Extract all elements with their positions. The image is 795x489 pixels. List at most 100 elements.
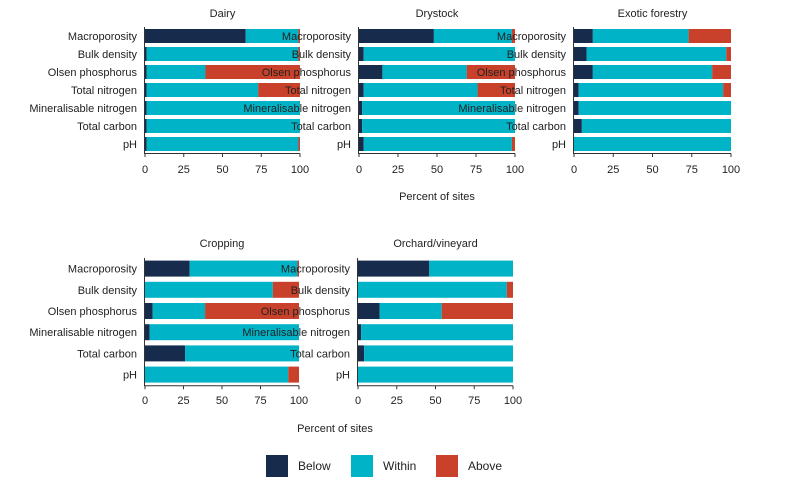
bar-within	[245, 29, 299, 43]
x-tick-label: 75	[255, 164, 267, 176]
bar-within	[146, 65, 206, 79]
bar-above	[712, 65, 731, 79]
bar-below	[358, 303, 380, 319]
category-label: Macroporosity	[281, 264, 351, 276]
x-tick-label: 100	[506, 164, 524, 176]
category-label: pH	[337, 139, 351, 151]
bar-within	[364, 345, 513, 362]
x-tick-label: 50	[216, 395, 228, 407]
category-label: Bulk density	[292, 49, 352, 61]
bar-above	[258, 83, 300, 97]
category-label: Total carbon	[77, 348, 137, 360]
bar-within	[382, 65, 467, 79]
panel-title: Exotic forestry	[618, 8, 688, 20]
bar-within	[145, 366, 289, 383]
bar-within	[146, 47, 299, 61]
x-tick-label: 100	[504, 395, 522, 407]
bar-above	[298, 137, 300, 151]
category-label: Total nitrogen	[500, 85, 566, 97]
bar-below	[359, 83, 364, 97]
x-tick-label: 75	[468, 395, 480, 407]
bar-within	[358, 281, 507, 298]
bar-below	[145, 47, 147, 61]
x-tick-label: 100	[722, 164, 740, 176]
bar-below	[574, 65, 593, 79]
bar-within	[429, 260, 513, 277]
category-label: Olsen phosphorus	[477, 67, 567, 79]
bar-within	[358, 366, 513, 383]
bar-below	[358, 260, 430, 277]
category-label: Total carbon	[506, 121, 566, 133]
category-label: Olsen phosphorus	[261, 306, 351, 318]
x-tick-label: 75	[686, 164, 698, 176]
bar-below	[145, 137, 147, 151]
bar-above	[441, 303, 513, 319]
bar-within	[146, 137, 299, 151]
bar-within	[146, 83, 259, 97]
bar-below	[358, 324, 362, 341]
legend-label-below: Below	[298, 459, 331, 473]
bar-within	[578, 83, 724, 97]
bar-above	[511, 137, 515, 151]
bar-within	[189, 260, 298, 277]
x-tick-label: 0	[142, 395, 148, 407]
category-label: Macroporosity	[497, 31, 567, 43]
x-tick-label: 25	[392, 164, 404, 176]
bar-below	[359, 29, 434, 43]
bar-within	[145, 281, 273, 298]
bar-below	[359, 47, 364, 61]
x-tick-label: 50	[216, 164, 228, 176]
bar-within	[185, 345, 299, 362]
panel-title: Drystock	[416, 8, 459, 20]
panel-title: Orchard/vineyard	[393, 238, 477, 250]
bar-within	[379, 303, 442, 319]
panel-title: Dairy	[210, 8, 236, 20]
x-tick-label: 25	[607, 164, 619, 176]
x-tick-label: 0	[142, 164, 148, 176]
bar-below	[574, 101, 579, 115]
legend-item-below: Below	[266, 453, 331, 479]
panel-cropping: Cropping Macroporosity Bulk density Olsen p…	[29, 238, 373, 435]
bar-within	[586, 47, 727, 61]
legend-swatch-above	[436, 455, 458, 477]
bar-below	[145, 119, 147, 133]
bar-within	[592, 65, 713, 79]
bar-within	[362, 119, 515, 133]
bar-below	[574, 119, 582, 133]
x-tick-label: 75	[470, 164, 482, 176]
bar-below	[145, 65, 147, 79]
bar-above	[688, 29, 731, 43]
x-tick-label: 25	[177, 395, 189, 407]
bar-above	[723, 83, 731, 97]
bar-above	[298, 47, 300, 61]
bar-below	[145, 260, 190, 277]
bar-below	[359, 101, 363, 115]
category-label: Mineralisable nitrogen	[29, 103, 137, 115]
panel-dairy: Dairy Macroporosity Bulk density Olsen phos…	[29, 8, 475, 203]
x-tick-label: 50	[431, 164, 443, 176]
x-tick-label: 0	[356, 164, 362, 176]
bar-within	[581, 119, 731, 133]
category-label: Total nitrogen	[285, 85, 351, 97]
bar-within	[433, 29, 512, 43]
bar-within	[363, 137, 512, 151]
legend-label-within: Within	[383, 459, 417, 473]
category-label: pH	[552, 139, 566, 151]
bar-above	[205, 65, 300, 79]
x-tick-label: 25	[391, 395, 403, 407]
category-label: Olsen phosphorus	[48, 67, 138, 79]
bar-above	[298, 29, 300, 43]
category-label: Total carbon	[291, 121, 351, 133]
bar-above	[477, 83, 515, 97]
bar-within	[574, 137, 731, 151]
category-label: Macroporosity	[68, 31, 138, 43]
bar-below	[145, 101, 147, 115]
bar-above	[466, 65, 515, 79]
x-tick-label: 0	[571, 164, 577, 176]
category-label: Mineralisable nitrogen	[243, 103, 351, 115]
bar-below	[574, 29, 593, 43]
category-label: Total carbon	[77, 121, 137, 133]
x-tick-label: 100	[291, 164, 309, 176]
bar-within	[146, 119, 300, 133]
panel-title: Cropping	[200, 238, 245, 250]
